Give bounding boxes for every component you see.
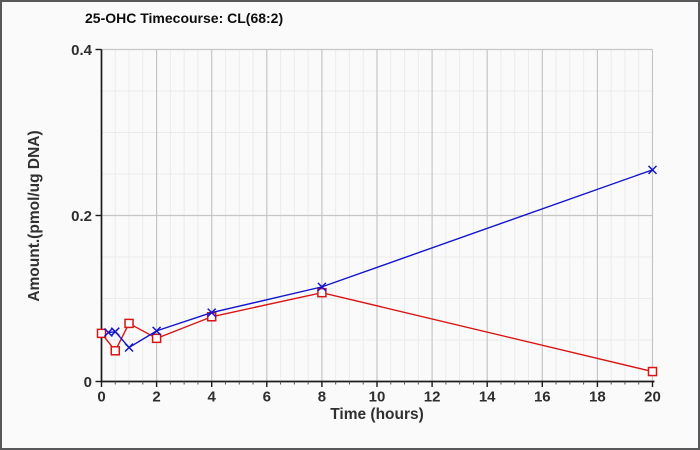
marker-open-square (96, 328, 107, 339)
y-tick-label: 0.4 (71, 42, 93, 59)
marker-x-cross (124, 342, 134, 353)
x-tick-label: 0 (97, 389, 105, 406)
x-tick-label: 2 (152, 389, 160, 406)
marker-x-cross (152, 326, 162, 336)
x-tick-label: 14 (479, 389, 496, 406)
marker-open-square (110, 346, 121, 356)
x-tick-label: 4 (208, 389, 217, 406)
x-tick-label: 8 (318, 389, 326, 406)
x-tick-label: 18 (589, 389, 606, 406)
marker-x-cross (110, 327, 120, 337)
marker-open-square (647, 366, 658, 377)
marker-x-cross (647, 165, 658, 175)
series-line-blue-x-crosses (108, 169, 653, 349)
marker-x-cross (317, 282, 327, 292)
y-tick-label: 0.2 (71, 208, 92, 225)
marker-open-square (151, 333, 162, 344)
x-axis-title: Time (hours) (330, 406, 424, 423)
marker-open-square (317, 287, 327, 298)
x-tick-label: 20 (644, 389, 661, 406)
x-tick-label: 12 (424, 389, 441, 406)
marker-open-square (124, 318, 134, 329)
marker-x-cross (207, 308, 217, 318)
y-tick-label: 0 (84, 374, 92, 391)
y-axis-title: Amount.(pmol/ug DNA) (26, 130, 43, 302)
x-tick-label: 6 (263, 389, 271, 406)
x-tick-label: 16 (534, 389, 551, 406)
x-tick-label: 10 (369, 389, 386, 406)
chart-title: 25-OHC Timecourse: CL(68:2) (85, 10, 284, 26)
